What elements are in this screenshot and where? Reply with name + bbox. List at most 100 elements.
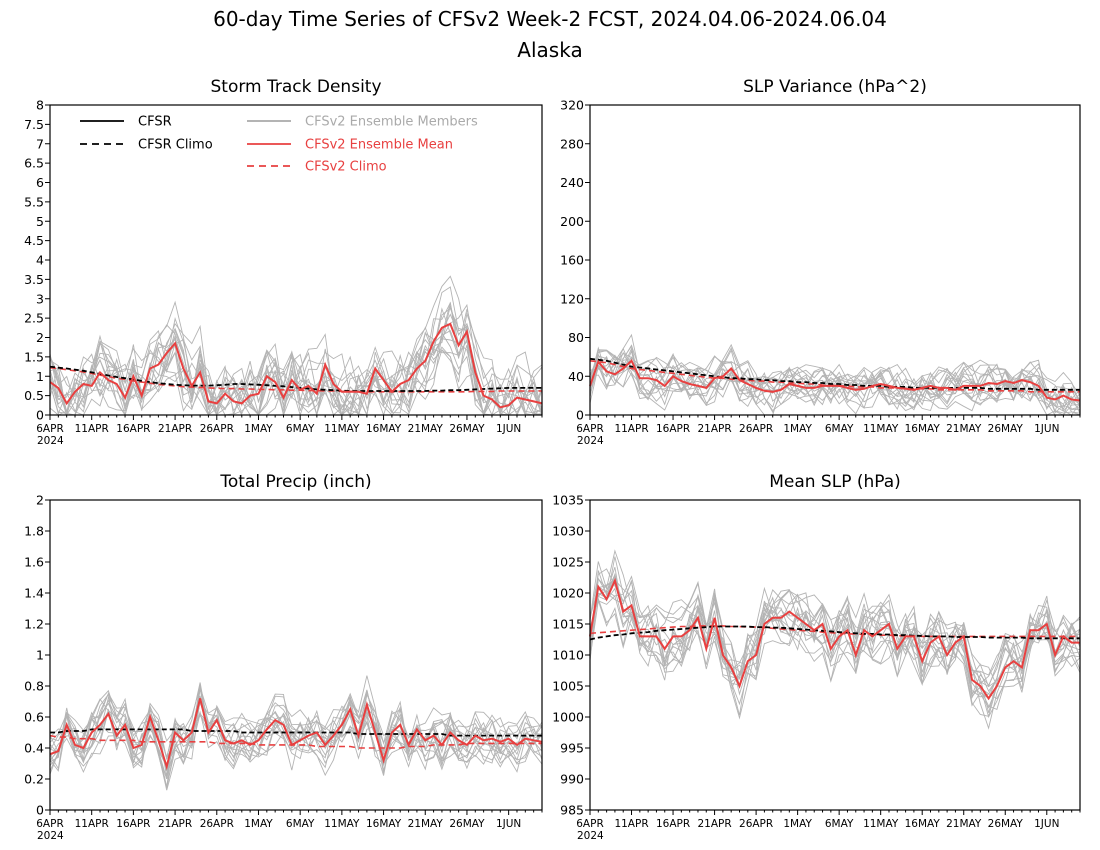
cfsr-climo-line <box>50 728 542 737</box>
x-tick-label: 16APR <box>656 423 690 435</box>
x-tick-label: 6MAY <box>286 423 315 435</box>
cfsv2-climo-line <box>589 360 1080 393</box>
chart-panel-1: Storm Track Density 0 0.5 1 1.5 2 2.5 3 3.5 4 4.5 5… <box>24 77 543 447</box>
cfsv2-climo-line <box>589 625 1080 638</box>
ensemble-members <box>49 675 543 791</box>
x-tick-label: 26APR <box>739 818 773 830</box>
y-tick-label: 7.5 <box>24 117 44 132</box>
x-tick-label: 6APR <box>576 818 604 830</box>
figure-title: 60-day Time Series of CFSv2 Week-2 FCST,… <box>213 7 887 31</box>
chart-panel-3: Total Precip (inch) 0 0.2 0.4 0.6 0.8 1 1.2 1.4 1… <box>24 472 543 842</box>
x-tick-label: 21MAY <box>946 423 982 435</box>
y-tick-label: 0.4 <box>24 741 44 756</box>
x-tick-label: 21APR <box>697 423 731 435</box>
x-tick-label: 21APR <box>158 818 192 830</box>
x-tick-label: 16APR <box>656 818 690 830</box>
x-tick-label: 11MAY <box>324 423 360 435</box>
x-tick-label: 26MAY <box>988 423 1024 435</box>
ensemble-member-line <box>49 682 543 768</box>
ensemble-mean-line <box>49 698 543 771</box>
y-tick-label: 2.5 <box>24 311 44 326</box>
y-tick-label: 0.2 <box>24 772 44 787</box>
ensemble-member-line <box>589 587 1081 719</box>
y-tick-label: 240 <box>560 175 584 190</box>
y-tick-label: 80 <box>568 330 584 345</box>
ensemble-member-line <box>589 574 1081 730</box>
ensemble-member-line <box>589 355 1081 411</box>
ensemble-members <box>589 549 1081 730</box>
y-tick-label: 1.5 <box>24 349 44 364</box>
x-tick-label: 1JUN <box>496 818 521 830</box>
x-tick-label: 11MAY <box>863 423 899 435</box>
ensemble-member-line <box>589 333 1081 409</box>
x-tick-label: 1JUN <box>496 423 521 435</box>
x-tick-label: 1JUN <box>1034 818 1059 830</box>
year-label: 2024 <box>577 830 604 842</box>
x-tick-label: 26MAY <box>988 818 1024 830</box>
y-tick-label: 1 <box>36 648 44 663</box>
y-tick-label: 1015 <box>552 617 584 632</box>
x-tick-label: 6MAY <box>286 818 315 830</box>
legend-label: CFSv2 Ensemble Mean <box>305 138 453 153</box>
year-label: 2024 <box>37 830 64 842</box>
chart-panel-2: SLP Variance (hPa^2) 0 40 80 120 160 200 240 280… <box>560 77 1081 447</box>
y-tick-label: 0 <box>576 408 584 423</box>
y-tick-label: 1005 <box>552 679 584 694</box>
chart-title: Mean SLP (hPa) <box>769 472 901 492</box>
x-tick-label: 16MAY <box>905 423 941 435</box>
ensemble-member-line <box>49 692 543 775</box>
y-tick-label: 6 <box>36 175 44 190</box>
y-tick-label: 3.5 <box>24 272 44 287</box>
x-tick-label: 6APR <box>36 423 64 435</box>
x-tick-label: 21MAY <box>408 423 444 435</box>
ensemble-member-line <box>589 573 1081 685</box>
ensemble-member-line <box>589 350 1081 416</box>
x-tick-label: 11APR <box>614 818 648 830</box>
chart-title: Storm Track Density <box>210 77 381 97</box>
legend-label: CFSv2 Ensemble Members <box>305 115 478 130</box>
x-tick-label: 26APR <box>200 818 234 830</box>
x-tick-label: 26APR <box>739 423 773 435</box>
x-tick-label: 16MAY <box>366 423 402 435</box>
y-tick-label: 7 <box>36 136 44 151</box>
ensemble-member-line <box>589 343 1081 412</box>
y-tick-label: 280 <box>560 136 584 151</box>
y-tick-label: 1030 <box>552 524 584 539</box>
x-tick-label: 21MAY <box>408 818 444 830</box>
cfsv2-climo-line <box>49 734 542 749</box>
plot-frame <box>49 104 543 416</box>
y-tick-label: 3 <box>36 291 44 306</box>
ensemble-member-line <box>49 325 543 417</box>
y-tick-label: 1.2 <box>24 617 44 632</box>
y-tick-label: 0.5 <box>24 388 44 403</box>
ensemble-member-line <box>49 689 543 778</box>
y-tick-label: 1020 <box>552 586 584 601</box>
ensemble-mean-line <box>589 359 1081 402</box>
x-tick-label: 11MAY <box>863 818 899 830</box>
x-tick-label: 21APR <box>158 423 192 435</box>
chart-title: Total Precip (inch) <box>219 472 371 492</box>
ensemble-member-line <box>589 595 1081 713</box>
y-tick-label: 120 <box>560 291 584 306</box>
ensemble-member-line <box>589 579 1081 691</box>
panels: Storm Track Density 0 0.5 1 1.5 2 2.5 3 3.5 4 4.5 5… <box>24 77 1081 842</box>
y-tick-label: 8 <box>36 98 44 113</box>
x-tick-label: 6APR <box>576 423 604 435</box>
y-tick-label: 1010 <box>552 648 584 663</box>
x-tick-label: 21APR <box>697 818 731 830</box>
chart-title: SLP Variance (hPa^2) <box>743 77 927 97</box>
y-tick-label: 40 <box>568 369 584 384</box>
ensemble-member-line <box>589 354 1081 416</box>
x-tick-label: 16APR <box>116 818 150 830</box>
y-tick-label: 0 <box>36 408 44 423</box>
year-label: 2024 <box>577 435 604 447</box>
ensemble-member-line <box>589 575 1081 711</box>
y-tick-label: 2 <box>36 493 44 508</box>
y-tick-label: 5.5 <box>24 194 44 209</box>
x-tick-label: 26MAY <box>449 818 485 830</box>
ensemble-member-line <box>49 303 543 417</box>
ensemble-member-line <box>49 329 543 417</box>
year-label: 2024 <box>37 435 64 447</box>
x-tick-label: 11APR <box>75 818 109 830</box>
y-tick-label: 985 <box>560 803 584 818</box>
